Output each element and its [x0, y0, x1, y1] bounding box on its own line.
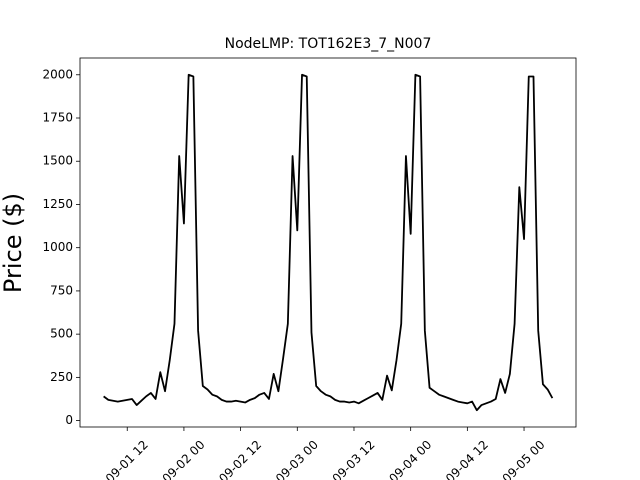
- price-line: [103, 73, 554, 412]
- y-tick-label: 1750: [42, 111, 73, 125]
- y-tick-label: 1500: [42, 154, 73, 168]
- y-tick-label: 500: [50, 327, 73, 341]
- y-axis-label: Price ($): [0, 193, 27, 293]
- y-tick-label: 0: [65, 413, 73, 427]
- y-tick-label: 1000: [42, 240, 73, 254]
- y-tick-label: 750: [50, 283, 73, 297]
- y-tick-label: 1250: [42, 197, 73, 211]
- y-tick-label: 250: [50, 370, 73, 384]
- chart-title: NodeLMP: TOT162E3_7_N007: [225, 36, 432, 52]
- y-tick-label: 2000: [42, 67, 73, 81]
- plot-frame: [79, 57, 577, 428]
